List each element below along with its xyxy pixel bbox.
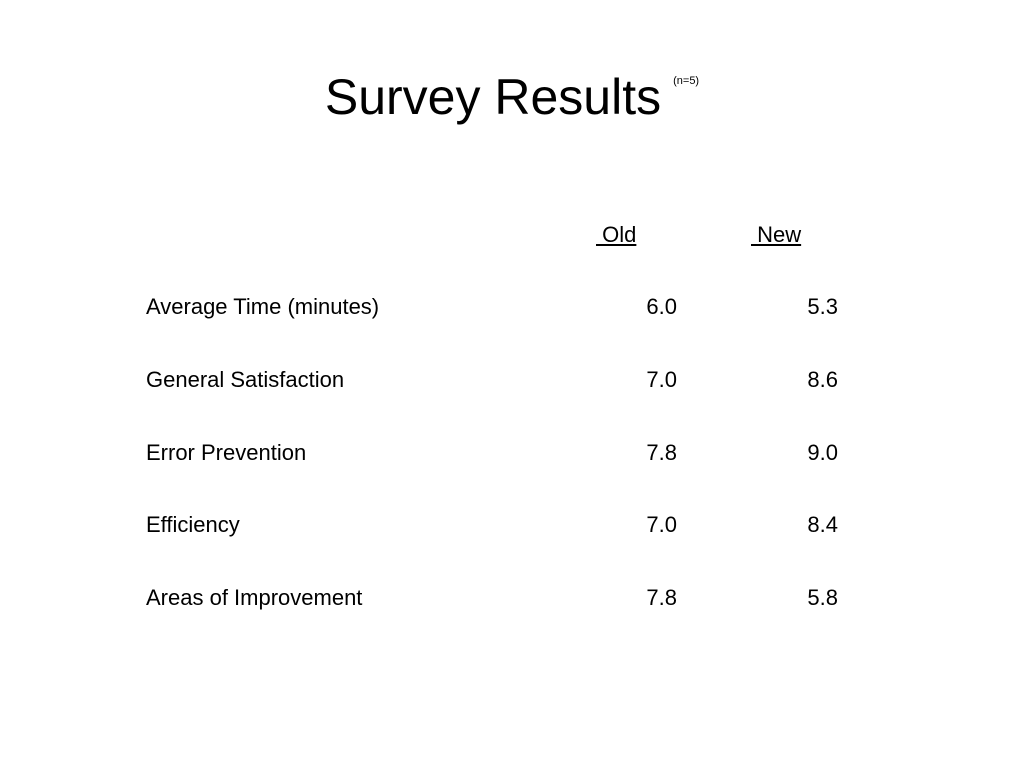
- row-label: Efficiency: [146, 512, 240, 537]
- row-new-value: 9.0: [807, 440, 838, 465]
- table-row: Average Time (minutes) 6.0 5.3: [0, 292, 1024, 322]
- sample-size-note: (n=5): [673, 75, 700, 87]
- row-old-value: 7.0: [646, 512, 677, 537]
- row-old-value: 7.8: [646, 585, 677, 610]
- table-row: Error Prevention 7.8 9.0: [0, 438, 1024, 468]
- table-row: General Satisfaction 7.0 8.6: [0, 365, 1024, 395]
- column-header-new: New: [751, 222, 802, 247]
- row-label: Error Prevention: [146, 440, 307, 465]
- row-old-value: 6.0: [646, 294, 677, 319]
- slide-title: Survey Results (n=5): [0, 62, 1024, 132]
- table-row: Efficiency 7.0 8.4: [0, 510, 1024, 540]
- row-old-value: 7.0: [646, 367, 677, 392]
- row-new-value: 8.6: [807, 367, 838, 392]
- table-row: Areas of Improvement 7.8 5.8: [0, 583, 1024, 613]
- row-new-value: 5.3: [807, 294, 838, 319]
- column-header-old: Old: [596, 222, 637, 247]
- row-new-value: 5.8: [807, 585, 838, 610]
- row-label: Average Time (minutes): [146, 294, 380, 319]
- row-old-value: 7.8: [646, 440, 677, 465]
- title-text: Survey Results: [324, 69, 662, 125]
- row-new-value: 8.4: [807, 512, 838, 537]
- row-label: General Satisfaction: [146, 367, 345, 392]
- row-label: Areas of Improvement: [146, 585, 363, 610]
